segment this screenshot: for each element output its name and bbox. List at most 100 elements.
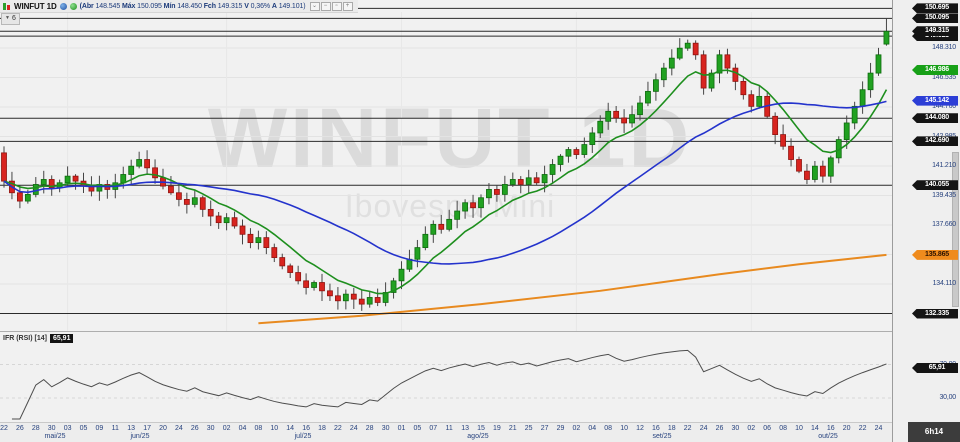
rsi-indicator-label[interactable]: IFR (RSI) [14] 65,91 xyxy=(3,334,74,343)
price-label-148.310: 148.310 xyxy=(932,44,956,51)
candle-body xyxy=(533,177,540,184)
globe-icon[interactable] xyxy=(59,2,67,10)
candle-body xyxy=(525,177,532,185)
price-label-142.985: 142.985 xyxy=(932,132,956,140)
candle-body xyxy=(327,290,333,297)
price-axis[interactable]: 150.085148.310146.535144.760142.985141.2… xyxy=(892,0,960,442)
candle-body xyxy=(812,165,818,180)
price-label-139.435: 139.435 xyxy=(932,191,956,199)
price-badge-149.315: 149.315 xyxy=(912,26,958,37)
time-tick: 22 xyxy=(0,425,8,432)
last-value: 149.101) xyxy=(278,2,306,10)
close-value: 149.315 xyxy=(217,2,243,10)
high-label: Máx xyxy=(121,2,136,10)
time-tick: 20 xyxy=(159,425,167,432)
candle-body xyxy=(541,174,548,184)
candle-body xyxy=(334,295,341,302)
candle-body xyxy=(859,89,866,107)
candle-body xyxy=(851,105,858,124)
status-icon[interactable] xyxy=(69,2,77,10)
panel-divider[interactable] xyxy=(0,331,892,332)
time-tick: 05 xyxy=(79,425,88,432)
candle-body xyxy=(311,282,317,288)
time-tick: 14 xyxy=(810,425,819,432)
price-badge-140.055: 140.055 xyxy=(912,180,958,191)
scrollbar-thumb[interactable] xyxy=(952,152,959,307)
time-tick: 11 xyxy=(111,425,119,432)
candle-body xyxy=(16,192,23,202)
candle-body xyxy=(191,197,198,205)
main-chart[interactable] xyxy=(0,0,892,331)
candlestick-icon xyxy=(2,2,11,11)
time-tick: 27 xyxy=(540,425,549,432)
time-tick: 11 xyxy=(445,425,453,432)
time-tick: 02 xyxy=(222,425,231,432)
candle-body xyxy=(128,165,135,175)
time-tick: 15 xyxy=(477,425,485,432)
dropdown-button[interactable]: ⌄ xyxy=(309,1,320,11)
candle-body xyxy=(780,134,786,147)
candle-body xyxy=(486,189,492,199)
time-tick: 01 xyxy=(397,425,406,432)
time-tick: 28 xyxy=(365,425,374,432)
time-tick: 13 xyxy=(127,425,136,432)
candle-body xyxy=(605,110,612,122)
price-label-144.760: 144.760 xyxy=(932,103,956,110)
last-label: A xyxy=(271,2,277,10)
candle-body xyxy=(398,268,405,282)
price-badge-146.986: 146.986 xyxy=(912,65,958,75)
price-badge-144.080: 144.080 xyxy=(912,113,958,124)
candle-body xyxy=(215,215,222,224)
time-tick: 16 xyxy=(826,425,835,432)
time-tick: 13 xyxy=(461,425,469,432)
candle-body xyxy=(414,247,421,260)
time-tick: 10 xyxy=(795,425,803,432)
price-label-134.110: 134.110 xyxy=(932,280,957,287)
time-axis[interactable]: 22 26 28 30 03 05 09 11 13 17 20 24 26 30 02 04 08 10 14 16… xyxy=(0,422,892,442)
candle-body xyxy=(501,184,508,195)
time-tick: 26 xyxy=(715,425,724,432)
candle-body xyxy=(827,157,834,177)
minimize-button[interactable]: − xyxy=(320,1,331,11)
time-tick: 19 xyxy=(492,425,501,432)
month-label: ago/25 xyxy=(467,433,489,440)
candle-body xyxy=(660,67,667,81)
candle-body xyxy=(724,54,731,69)
time-tick: 06 xyxy=(763,425,772,432)
candle-body xyxy=(454,210,461,220)
window-controls: ⌄ − ▫ + xyxy=(309,1,353,11)
candle-body xyxy=(287,265,294,273)
time-tick: 16 xyxy=(302,425,310,432)
candle-body xyxy=(478,197,484,209)
candle-body xyxy=(199,197,206,210)
rsi-line xyxy=(11,349,887,420)
ma-slow-line xyxy=(3,100,887,265)
time-tick: 04 xyxy=(238,425,247,432)
time-tick: 17 xyxy=(143,425,151,432)
restore-button[interactable]: ▫ xyxy=(331,1,342,11)
candle-body xyxy=(40,179,47,185)
candle-body xyxy=(581,144,588,155)
candle-body xyxy=(700,54,707,89)
candle-body xyxy=(366,297,373,305)
candle-body xyxy=(573,149,580,155)
rsi-chart[interactable] xyxy=(0,331,892,422)
candle-body xyxy=(136,159,143,167)
objects-collapse-tab[interactable]: ▼ 6 xyxy=(1,13,20,25)
chart-header: WINFUT 1D (Abr 148.545 Máx 150.095 Mín 1… xyxy=(0,0,358,13)
expand-button[interactable]: + xyxy=(342,1,353,11)
candle-body xyxy=(24,194,31,202)
candle-body xyxy=(748,94,755,107)
low-label: Mín xyxy=(163,2,176,10)
candle-body xyxy=(279,257,286,267)
close-label: Fch xyxy=(203,2,216,10)
time-tick: 22 xyxy=(333,425,342,432)
candle-body xyxy=(732,67,739,82)
candle-body xyxy=(430,223,437,235)
time-tick: 07 xyxy=(429,425,438,432)
candle-body xyxy=(645,90,651,104)
candle-body xyxy=(247,233,254,244)
candle-body xyxy=(271,247,278,258)
time-tick: 24 xyxy=(874,425,883,432)
candle-body xyxy=(183,199,190,205)
